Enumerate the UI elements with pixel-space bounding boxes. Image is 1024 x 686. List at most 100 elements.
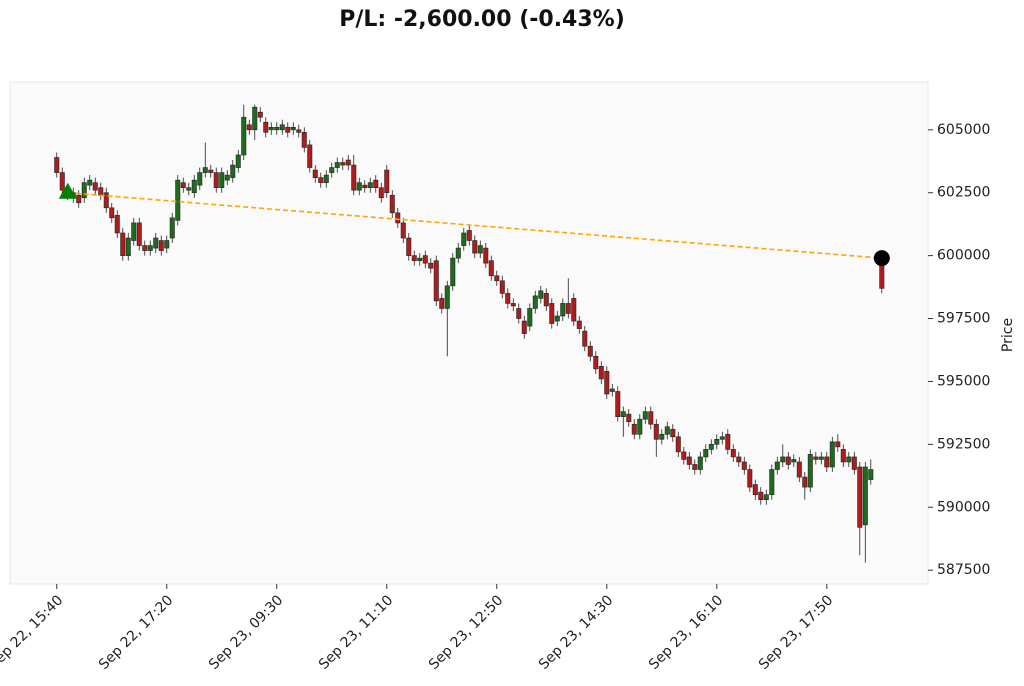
candle-body — [81, 182, 87, 199]
candle-body — [378, 187, 384, 199]
candle-body — [406, 237, 412, 256]
candle-body — [334, 162, 340, 168]
entry-marker — [58, 182, 77, 199]
candle-body — [351, 164, 357, 191]
candle-body — [290, 126, 296, 131]
candle-body — [620, 411, 626, 417]
candle-body — [395, 212, 401, 224]
candle-body — [114, 215, 120, 234]
candle-body — [103, 192, 109, 209]
candle-body — [681, 451, 687, 460]
candle-body — [230, 164, 236, 178]
y-tick-label: 587500 — [937, 562, 990, 578]
candle-body — [367, 182, 373, 188]
trade-line — [67, 191, 882, 259]
candle-body — [499, 280, 505, 294]
candle-body — [648, 411, 654, 425]
candle-body — [510, 303, 516, 307]
candle-body — [725, 433, 731, 450]
candle-body — [774, 461, 780, 470]
candle-body — [631, 423, 637, 435]
candle-body — [543, 293, 549, 307]
candle-body — [736, 456, 742, 463]
candle-body — [494, 275, 500, 282]
candle-body — [466, 230, 472, 241]
candle-body — [285, 126, 291, 133]
candle-body — [197, 172, 203, 186]
candle-body — [560, 303, 566, 317]
candle-body — [257, 111, 263, 118]
candle-body — [59, 172, 65, 191]
candle-body — [340, 162, 346, 166]
candle-body — [670, 428, 676, 438]
candle-body — [686, 456, 692, 465]
candle-body — [312, 169, 318, 178]
y-tick-label: 597500 — [937, 311, 990, 327]
candle-body — [180, 182, 186, 188]
candle-body — [301, 132, 307, 148]
candle-body — [758, 491, 764, 501]
candle-body — [54, 157, 60, 173]
candle-body — [444, 285, 450, 309]
candle-body — [763, 494, 769, 501]
candle-body — [477, 245, 483, 254]
candle-body — [158, 240, 164, 251]
x-tick-label: Sep 23, 14:30 — [536, 592, 617, 673]
candle-body — [274, 126, 280, 131]
candle-body — [659, 433, 665, 440]
candle-body — [191, 179, 197, 194]
x-tick-label: Sep 22, 17:20 — [96, 592, 177, 673]
candle-body — [400, 222, 406, 239]
candle-body — [235, 154, 241, 168]
y-tick-label: 600000 — [937, 248, 990, 264]
candle-body — [296, 129, 302, 133]
candle-body — [433, 260, 439, 302]
exit-marker — [873, 250, 890, 267]
candle-body — [213, 172, 219, 188]
candle-body — [389, 194, 395, 214]
candle-body — [582, 330, 588, 347]
y-tick-label: 602500 — [937, 185, 990, 201]
x-tick-label: Sep 23, 12:50 — [426, 592, 507, 673]
candle-body — [714, 439, 720, 445]
candle-body — [862, 466, 868, 526]
candle-body — [241, 116, 247, 156]
candle-body — [120, 232, 126, 256]
plot-area — [9, 81, 929, 585]
candle-body — [373, 179, 379, 188]
candle-body — [147, 245, 153, 251]
candle-body — [538, 290, 544, 299]
candle-body — [202, 167, 208, 173]
candle-body — [224, 174, 230, 181]
candle-body — [169, 217, 175, 239]
candle-body — [186, 187, 192, 191]
x-tick-label: Sep 23, 09:30 — [206, 592, 287, 673]
candle-body — [417, 257, 423, 261]
candle-body — [598, 366, 604, 380]
candle-body — [125, 237, 131, 256]
candle-body — [703, 449, 709, 458]
candle-body — [615, 391, 621, 417]
candle-body — [527, 308, 533, 327]
chart-title: P/L: -2,600.00 (-0.43%) — [339, 7, 625, 32]
candle-body — [455, 247, 461, 259]
candle-body — [813, 456, 819, 460]
candle-body — [516, 308, 522, 319]
x-tick-label: Sep 23, 11:10 — [316, 592, 397, 673]
candle-body — [142, 245, 148, 251]
candle-body — [208, 169, 214, 173]
candle-body — [692, 464, 698, 470]
y-tick-label: 605000 — [937, 122, 990, 138]
candle-body — [769, 469, 775, 495]
candle-body — [279, 124, 285, 131]
candle-body — [719, 436, 725, 440]
candle-body — [450, 257, 456, 287]
candle-body — [472, 240, 478, 254]
candle-body — [868, 469, 874, 480]
x-tick-label: Sep 22, 15:40 — [0, 592, 66, 673]
candle-body — [664, 426, 670, 435]
candle-body — [439, 298, 445, 309]
candle-body — [329, 167, 335, 173]
candle-body — [323, 174, 329, 183]
candle-body — [109, 207, 115, 219]
